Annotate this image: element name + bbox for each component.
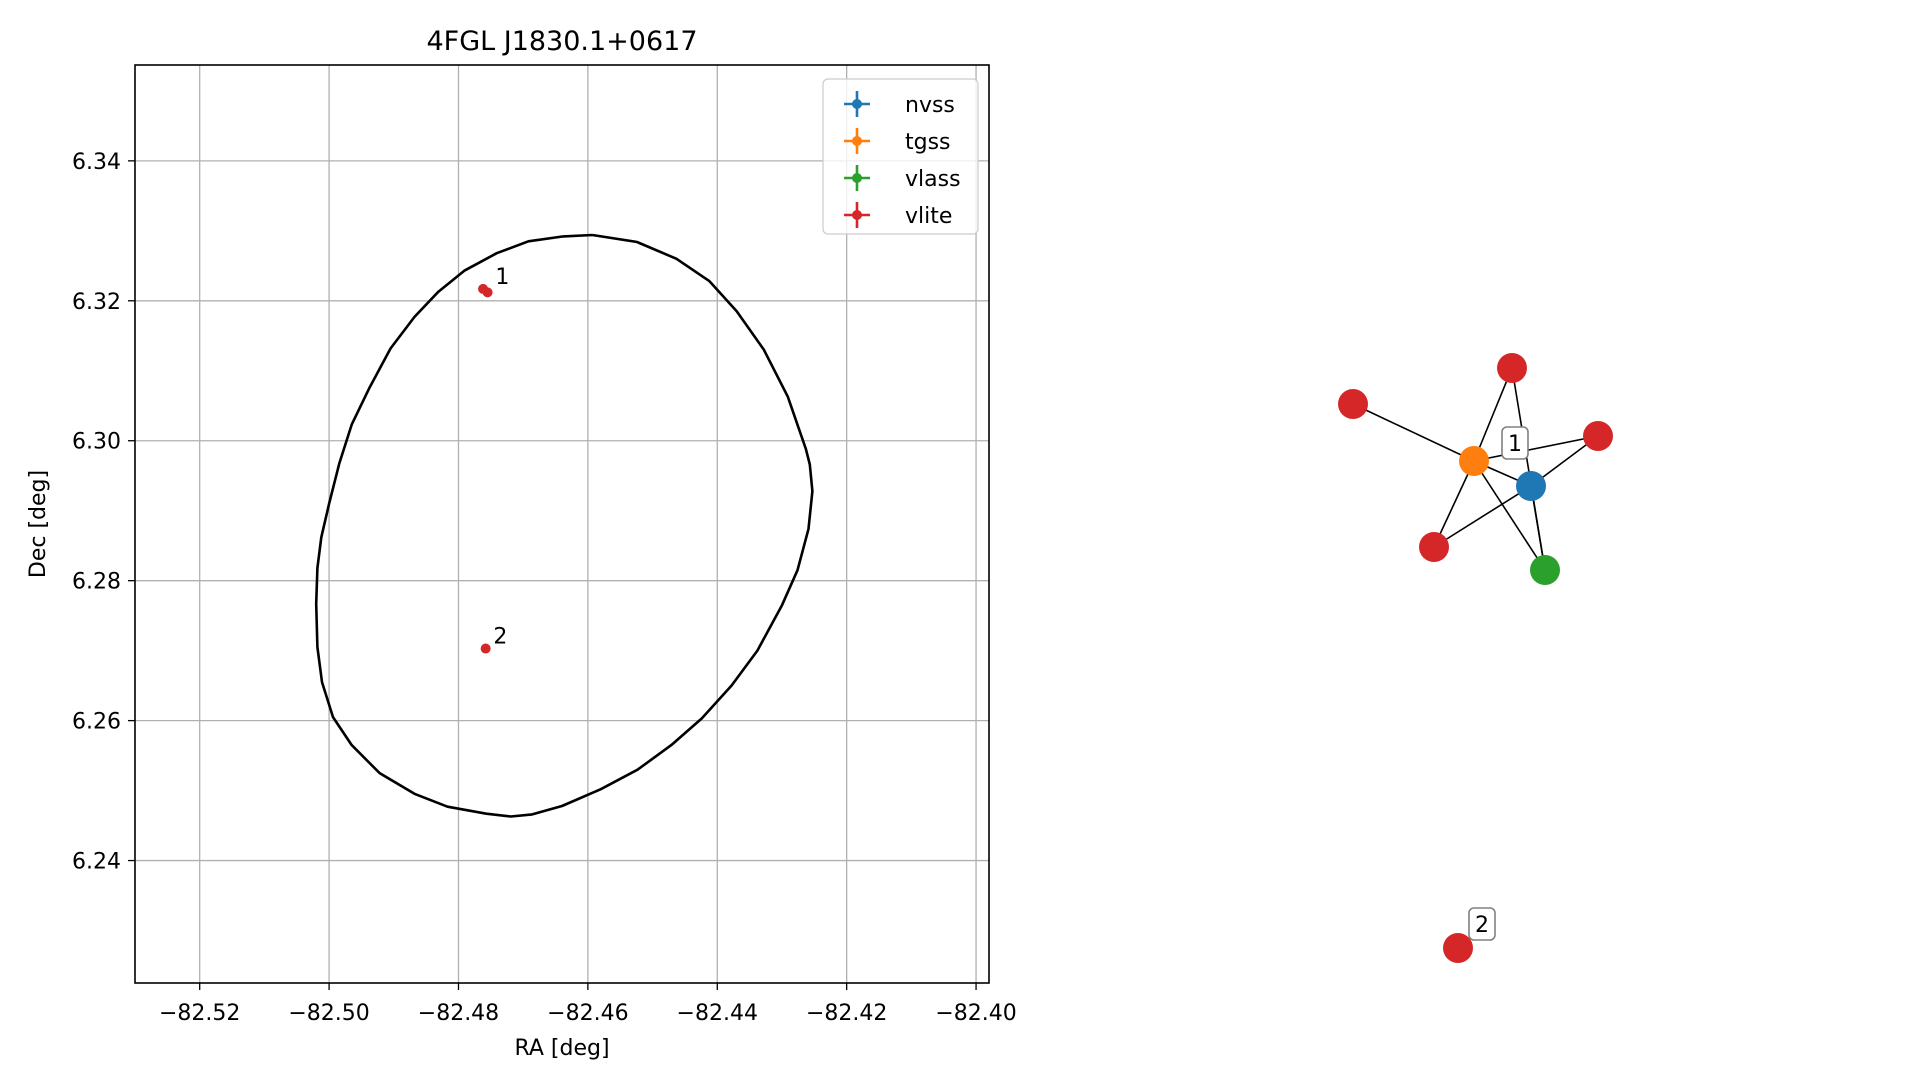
- chart-title: 4FGL J1830.1+0617: [426, 26, 697, 57]
- graph-label-box: [1501, 426, 1529, 460]
- legend: nvss tgss vlass vlite: [822, 78, 979, 235]
- point-annotations: 12: [493, 265, 509, 650]
- graph-edge: [1352, 403, 1475, 462]
- graph-node-nvss-node: [1516, 471, 1546, 501]
- graph-edge: [1473, 460, 1546, 571]
- x-tick-label: −82.44: [677, 1001, 758, 1026]
- y-axis-ticks: 6.24 6.26 6.28 6.30 6.32 6.34: [72, 150, 135, 875]
- legend-entry-tgss: tgss: [844, 128, 951, 155]
- graph-node-vlite-right: [1583, 421, 1613, 451]
- graph-labels: 12: [1468, 426, 1529, 941]
- graph-node-vlite-top: [1497, 353, 1527, 383]
- x-axis-label: RA [deg]: [514, 1036, 609, 1061]
- localization-ellipse: [314, 233, 814, 818]
- point-annotation: 1: [495, 265, 509, 290]
- y-tick-label: 6.28: [72, 570, 121, 595]
- graph-label-text: 2: [1475, 913, 1489, 938]
- legend-label: vlass: [905, 167, 961, 192]
- graph-label-text: 1: [1508, 432, 1522, 457]
- legend-label: tgss: [905, 130, 951, 155]
- graph-nodes: [1338, 353, 1613, 963]
- x-tick-label: −82.40: [935, 1001, 1016, 1026]
- association-graph-panel: 12: [1338, 353, 1613, 963]
- plot-frame: [134, 64, 990, 984]
- x-tick-label: −82.46: [547, 1001, 628, 1026]
- y-tick-label: 6.30: [72, 430, 121, 455]
- y-tick-label: 6.34: [72, 150, 121, 175]
- x-tick-label: −82.48: [418, 1001, 499, 1026]
- grid: [135, 65, 989, 983]
- point-annotation: 2: [493, 625, 507, 650]
- y-tick-label: 6.32: [72, 290, 121, 315]
- graph-edge: [1473, 367, 1513, 462]
- x-tick-label: −82.50: [288, 1001, 369, 1026]
- legend-entry-vlite: vlite: [844, 202, 952, 229]
- sky-plot-panel: 12 −82.52 −82.50 −82.48 −82.46 −82.44 −82.42−…: [26, 26, 1017, 1061]
- y-axis-label: Dec [deg]: [26, 470, 51, 578]
- y-tick-label: 6.26: [72, 710, 121, 735]
- vlite-point: [480, 643, 491, 654]
- legend-label: nvss: [905, 93, 955, 118]
- graph-edge: [1433, 460, 1475, 548]
- source-points: [478, 283, 493, 654]
- legend-label: vlite: [905, 204, 952, 229]
- legend-marker-dot: [852, 99, 862, 109]
- x-axis-ticks: −82.52 −82.50 −82.48 −82.46 −82.44 −82.42 −82.…: [159, 983, 1017, 1026]
- legend-marker-dot: [852, 173, 862, 183]
- graph-node-vlite-lower-left: [1419, 532, 1449, 562]
- graph-node-tgss-node: [1459, 446, 1489, 476]
- x-tick-label: −82.52: [159, 1001, 240, 1026]
- y-tick-label: 6.24: [72, 850, 121, 875]
- graph-label-1: 1: [1501, 426, 1529, 460]
- graph-node-vlite-isolated: [1443, 933, 1473, 963]
- localization-ellipse-layer: [314, 233, 814, 818]
- x-tick-label: −82.42: [806, 1001, 887, 1026]
- graph-label-box: [1468, 907, 1496, 941]
- legend-entry-vlass: vlass: [844, 165, 961, 192]
- graph-edge: [1433, 485, 1532, 548]
- legend-entry-nvss: nvss: [844, 91, 955, 118]
- graph-node-vlite-left: [1338, 389, 1368, 419]
- legend-marker-dot: [852, 136, 862, 146]
- legend-marker-dot: [852, 210, 862, 220]
- legend-box: [822, 78, 979, 235]
- graph-label-2: 2: [1468, 907, 1496, 941]
- graph-edge: [1473, 435, 1599, 462]
- vlite-point: [482, 287, 493, 298]
- graph-node-vlass-node: [1530, 555, 1560, 585]
